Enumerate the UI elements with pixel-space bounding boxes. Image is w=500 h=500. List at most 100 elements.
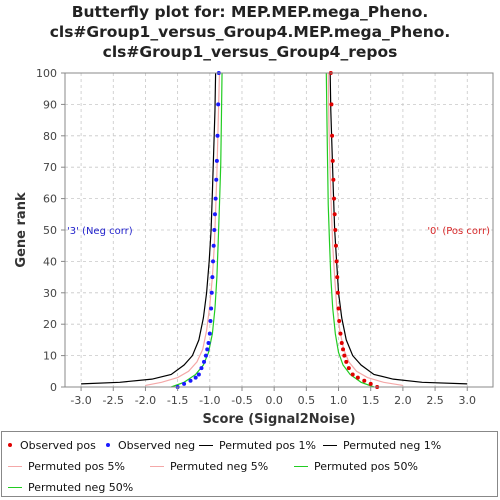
legend-line-swatch [199, 444, 213, 446]
point-observed-pos [333, 228, 338, 232]
x-tick-label: 1.0 [330, 394, 348, 407]
legend-label: Permuted neg 1% [343, 438, 442, 452]
x-axis-ticks: -3.0 -2.5 -2.0 -1.5 -1.0 -0.5 0.0 0.5 1.0 1.5 2.0 2… [70, 387, 476, 407]
legend-item: Permuted neg 1% [323, 436, 441, 454]
x-tick-label: -1.0 [199, 394, 220, 407]
point-observed-neg [211, 259, 216, 264]
legend-item: Permuted pos 50% [294, 457, 418, 475]
legend-line-swatch [8, 486, 22, 488]
point-observed-pos [342, 353, 347, 358]
chart-title-line-2: cls#Group1_versus_Group4.MEP.mega_Pheno. [49, 23, 451, 41]
point-observed-pos [329, 102, 334, 107]
x-tick-label: 1.5 [362, 394, 380, 407]
point-observed-neg [188, 378, 193, 383]
point-observed-neg [209, 306, 214, 311]
point-observed-pos [355, 375, 360, 380]
point-observed-neg [199, 366, 204, 371]
point-observed-neg [205, 347, 210, 352]
point-observed-neg [182, 381, 187, 386]
y-tick-label: 80 [43, 130, 57, 143]
point-observed-pos [330, 158, 335, 163]
point-observed-pos [331, 177, 336, 182]
butterfly-plot: -3.0 -2.5 -2.0 -1.5 -1.0 -0.5 0.0 0.5 1.0 1.5 2.0 2… [14, 67, 494, 427]
y-tick-label: 10 [43, 350, 57, 363]
point-observed-pos [362, 378, 367, 383]
legend-line-swatch [294, 465, 308, 467]
point-observed-neg [209, 290, 214, 295]
x-tick-label: 2.0 [394, 394, 412, 407]
point-observed-neg [196, 372, 201, 377]
y-tick-label: 0 [50, 381, 57, 394]
y-tick-label: 60 [43, 193, 57, 206]
point-observed-neg [193, 375, 198, 380]
x-tick-label: -3.0 [70, 394, 91, 407]
legend-item: Permuted neg 5% [150, 457, 268, 475]
point-observed-pos [334, 259, 339, 264]
legend-item: Permuted pos 5% [8, 457, 125, 475]
legend-row: Permuted neg 50% [2, 478, 500, 496]
legend-label: Observed pos [20, 438, 96, 452]
y-tick-label: 50 [43, 224, 57, 237]
legend: Observed pos Observed neg Permuted pos 1% P… [1, 431, 498, 497]
y-tick-label: 90 [43, 98, 57, 111]
point-observed-neg [212, 228, 217, 232]
y-tick-label: 70 [43, 161, 57, 174]
x-tick-label: 3.0 [459, 394, 477, 407]
point-observed-pos [346, 366, 351, 371]
point-observed-pos [332, 212, 337, 217]
point-observed-pos [333, 243, 338, 248]
y-tick-label: 40 [43, 255, 57, 268]
legend-label: Permuted neg 50% [28, 480, 134, 494]
y-axis-label: Gene rank [14, 192, 29, 268]
point-observed-pos [330, 133, 335, 138]
legend-label: Permuted pos 1% [219, 438, 316, 452]
point-observed-pos [368, 381, 373, 386]
point-observed-neg [208, 319, 213, 324]
point-observed-neg [202, 359, 207, 364]
legend-label: Observed neg [118, 438, 196, 452]
point-observed-neg [212, 212, 217, 217]
point-observed-neg [206, 341, 211, 346]
series-line-permuted-neg-50pct [170, 72, 223, 388]
point-observed-pos [337, 319, 342, 324]
y-tick-label: 30 [43, 287, 57, 300]
x-tick-label: 2.5 [426, 394, 444, 407]
legend-row: Observed pos Observed neg Permuted pos 1% P… [2, 436, 500, 454]
legend-label: Permuted neg 5% [170, 459, 269, 473]
legend-item: Observed pos [8, 436, 96, 454]
legend-line-swatch [150, 465, 164, 467]
neg-corr-annotation: '3' (Neg corr) [67, 226, 133, 237]
x-tick-label: 0.0 [265, 394, 283, 407]
x-tick-label: -2.5 [103, 394, 124, 407]
point-observed-pos [336, 306, 341, 311]
y-tick-label: 20 [43, 318, 57, 331]
legend-row: Permuted pos 5% Permuted neg 5% Permuted p… [2, 457, 500, 475]
legend-label: Permuted pos 50% [314, 459, 418, 473]
point-observed-pos [341, 347, 346, 352]
series-line-permuted-neg-1pct [81, 72, 217, 385]
point-observed-neg [215, 133, 220, 138]
point-observed-neg [216, 102, 221, 107]
chart-title-line-3: cls#Group1_versus_Group4_repos [102, 43, 398, 61]
point-observed-neg [203, 353, 208, 358]
point-observed-pos [344, 359, 349, 364]
legend-dot-swatch [106, 443, 110, 447]
legend-label: Permuted pos 5% [28, 459, 125, 473]
point-observed-pos [350, 372, 355, 377]
point-observed-neg [213, 196, 218, 201]
legend-dot-swatch [8, 443, 12, 447]
y-axis-ticks: 0 10 20 30 40 50 60 70 80 90 100 [36, 67, 65, 394]
chart-title: Butterfly plot for: MEP.MEP.mega_Pheno. … [0, 0, 500, 62]
legend-item: Permuted neg 50% [8, 478, 133, 496]
chart-title-line-1: Butterfly plot for: MEP.MEP.mega_Pheno. [71, 3, 429, 21]
point-observed-pos [335, 290, 340, 295]
x-tick-label: -0.5 [231, 394, 252, 407]
series-line-permuted-pos-1pct [329, 72, 468, 385]
point-observed-neg [214, 177, 219, 182]
permuted-lines [81, 72, 468, 388]
observed-points [175, 71, 380, 389]
x-tick-label: -2.0 [135, 394, 156, 407]
pos-corr-annotation: '0' (Pos corr) [427, 226, 490, 237]
legend-item: Observed neg [106, 436, 195, 454]
x-axis-label: Score (Signal2Noise) [202, 412, 355, 427]
